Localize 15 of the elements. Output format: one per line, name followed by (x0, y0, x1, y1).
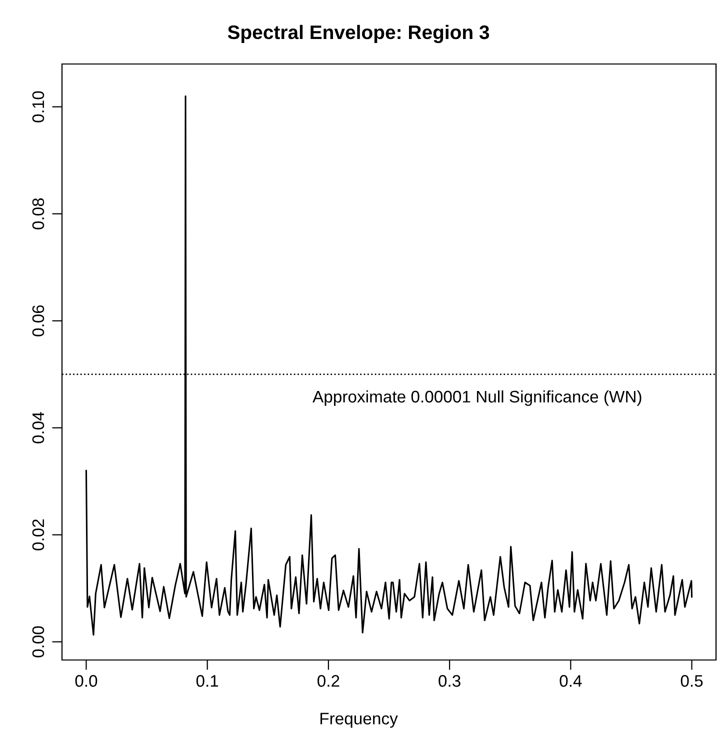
x-tick-label: 0.2 (318, 675, 340, 687)
x-tick-label: 0.5 (680, 675, 703, 687)
y-tick-label: 0.06 (32, 305, 44, 336)
chart-title: Spectral Envelope: Region 3 (228, 24, 490, 44)
x-tick-label: 0.0 (75, 675, 98, 687)
y-tick-label: 0.08 (32, 198, 44, 230)
y-tick-label: 0.04 (32, 412, 44, 444)
x-tick-label: 0.1 (196, 675, 218, 687)
x-tick-label: 0.3 (438, 675, 460, 687)
ref-line-label: Approximate 0.00001 Null Significance (WN) (312, 390, 642, 406)
y-tick-label: 0.10 (32, 91, 44, 122)
y-tick-label: 0.02 (32, 519, 44, 550)
x-axis-title: Frequency (320, 712, 398, 728)
x-tick-label: 0.4 (560, 675, 582, 687)
y-tick-label: 0.00 (32, 626, 44, 658)
